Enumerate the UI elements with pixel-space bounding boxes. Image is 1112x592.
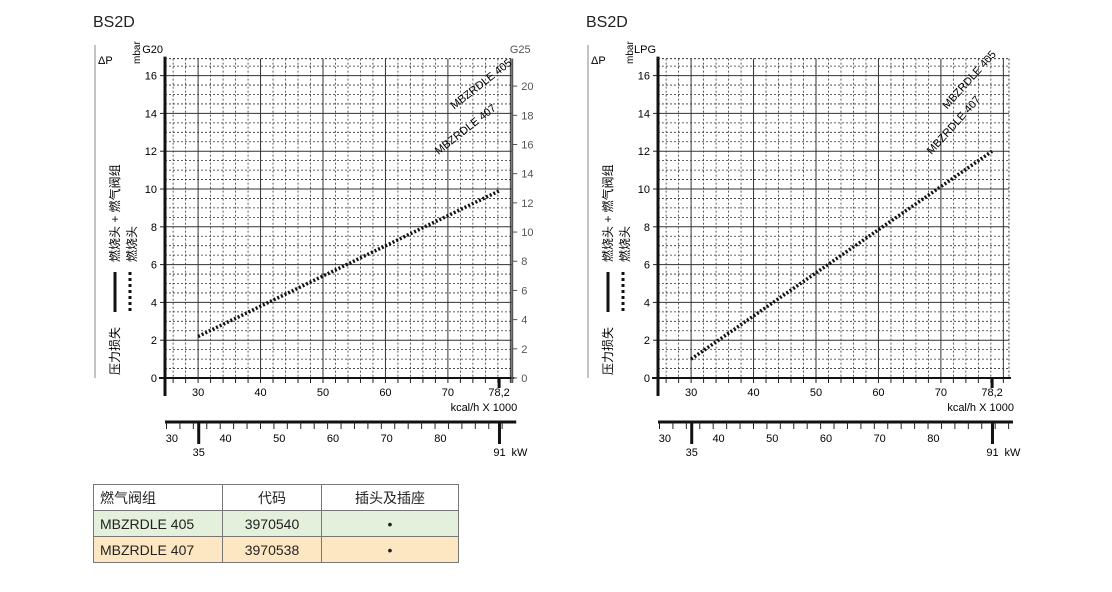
y-tick-label: 12	[638, 146, 650, 158]
legend-dotted-text: 燃烧头	[124, 226, 139, 262]
y-tick-label: 8	[644, 222, 650, 234]
kw-tick-label: 40	[219, 433, 231, 445]
x-tick-label: 30	[685, 387, 697, 399]
right-tick-label: 4	[521, 315, 527, 327]
y-tick-label: 2	[151, 335, 157, 347]
cell-code: 3970540	[222, 510, 322, 537]
x-tick-label: 78,2	[488, 387, 509, 399]
kw-tick-label: 60	[327, 433, 339, 445]
x-tick-label: 78,2	[981, 387, 1002, 399]
kw-tick-label: 60	[820, 433, 832, 445]
legend-dotted-text: 燃烧头	[617, 226, 632, 262]
legend-solid-text: 燃烧头 + 燃气阀组	[107, 164, 122, 262]
kw-tick-label: 40	[712, 433, 724, 445]
gas-left-label: LPG	[634, 44, 656, 56]
header-valve: 燃气阀组	[93, 484, 223, 511]
table-header: 燃气阀组 代码 插头及插座	[93, 484, 459, 511]
right-tick-label: 8	[521, 256, 527, 268]
right-tick-label: 10	[521, 227, 533, 239]
right-tick-label: 6	[521, 285, 527, 297]
y-tick-label: 14	[145, 108, 157, 120]
kw-major-label: 91	[986, 447, 998, 459]
valve-table: 燃气阀组 代码 插头及插座 MBZRDLE 405 3970540 • MBZR…	[93, 484, 459, 563]
delta-p-label: ΔP	[591, 55, 606, 67]
y-tick-label: 6	[644, 260, 650, 272]
y-tick-label: 4	[151, 297, 157, 309]
y-tick-label: 0	[151, 373, 157, 385]
table-row: MBZRDLE 407 3970538 •	[93, 536, 459, 563]
right-tick-label: 20	[521, 81, 533, 93]
kw-major-label: 35	[686, 447, 698, 459]
kw-tick-label: 30	[659, 433, 671, 445]
y-tick-label: 0	[644, 373, 650, 385]
legend-caption: 压力损失	[600, 327, 615, 375]
right-tick-label: 12	[521, 198, 533, 210]
x-tick-label: 70	[935, 387, 947, 399]
cell-valve: MBZRDLE 407	[93, 536, 223, 563]
y-tick-label: 6	[151, 260, 157, 272]
y-tick-label: 12	[145, 146, 157, 158]
right-tick-label: 14	[521, 169, 533, 181]
legend-solid-text: 燃烧头 + 燃气阀组	[600, 164, 615, 262]
kw-tick-label: 80	[434, 433, 446, 445]
kw-unit-label: kW	[511, 447, 527, 459]
kw-tick-label: 80	[927, 433, 939, 445]
kw-tick-label: 50	[766, 433, 778, 445]
table-row: MBZRDLE 405 3970540 •	[93, 510, 459, 537]
x-axis-label: kcal/h X 1000	[451, 402, 518, 414]
annotation-407: MBZRDLE 407	[433, 102, 499, 157]
y-tick-label: 8	[151, 222, 157, 234]
series-line-dotted	[690, 149, 994, 361]
chart-title-left: BS2D	[93, 14, 135, 31]
chart-title-right: BS2D	[586, 14, 628, 31]
cell-plug: •	[321, 536, 459, 563]
y-tick-label: 10	[638, 184, 650, 196]
cell-valve: MBZRDLE 405	[93, 510, 223, 537]
series-line-dotted	[197, 189, 500, 338]
kw-unit-label: kW	[1004, 447, 1021, 459]
cell-plug: •	[321, 510, 459, 537]
kw-major-label: 91	[493, 447, 505, 459]
right-tick-label: 0	[521, 373, 527, 385]
delta-p-label: ΔP	[98, 55, 113, 67]
cell-code: 3970538	[222, 536, 322, 563]
unit-label: mbar	[625, 41, 636, 64]
gas-right-label: G25	[510, 44, 531, 56]
right-tick-label: 2	[521, 344, 527, 356]
y-tick-label: 4	[644, 297, 650, 309]
x-tick-label: 60	[379, 387, 391, 399]
right-tick-label: 16	[521, 139, 533, 151]
y-tick-label: 2	[644, 335, 650, 347]
x-axis-label: kcal/h X 1000	[947, 402, 1014, 414]
kw-tick-label: 50	[273, 433, 285, 445]
kw-tick-label: 30	[166, 433, 178, 445]
x-tick-label: 50	[810, 387, 822, 399]
unit-label: mbar	[132, 41, 143, 64]
header-plug: 插头及插座	[321, 484, 459, 511]
legend-caption: 压力损失	[107, 327, 122, 375]
x-tick-label: 30	[192, 387, 204, 399]
y-tick-label: 16	[638, 71, 650, 83]
x-tick-label: 70	[442, 387, 454, 399]
kw-tick-label: 70	[874, 433, 886, 445]
x-tick-label: 60	[872, 387, 884, 399]
y-tick-label: 14	[638, 108, 650, 120]
y-tick-label: 16	[145, 71, 157, 83]
kw-major-label: 35	[193, 447, 205, 459]
header-code: 代码	[222, 484, 322, 511]
y-tick-label: 10	[145, 184, 157, 196]
x-tick-label: 50	[317, 387, 329, 399]
right-tick-label: 18	[521, 110, 533, 122]
gas-left-label: G20	[142, 44, 163, 56]
x-tick-label: 40	[254, 387, 266, 399]
kw-tick-label: 70	[381, 433, 393, 445]
x-tick-label: 40	[747, 387, 759, 399]
